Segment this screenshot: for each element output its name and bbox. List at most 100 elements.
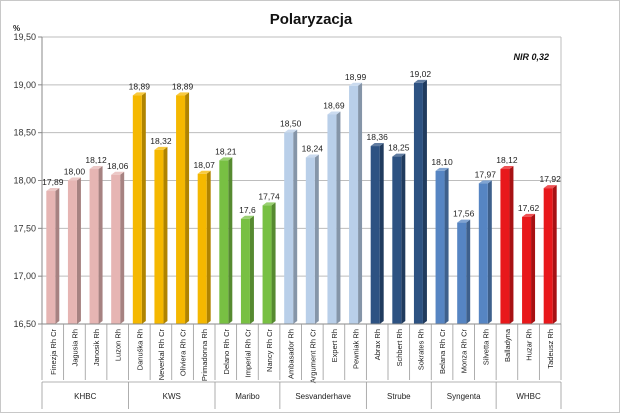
bar-side: [358, 82, 363, 324]
data-label: 18,36: [367, 132, 389, 142]
bar-front: [197, 173, 207, 324]
bar-side: [487, 180, 492, 324]
bar-side: [314, 154, 319, 324]
bar-side: [55, 188, 60, 324]
bar-front: [543, 188, 553, 324]
bar: [176, 92, 190, 325]
bar: [457, 219, 471, 324]
bar-top: [46, 188, 60, 192]
bar-top: [457, 219, 471, 223]
bar: [197, 170, 211, 324]
bar-side: [120, 171, 125, 324]
bar-front: [240, 218, 250, 324]
bar-top: [327, 111, 341, 115]
bar-side: [163, 146, 168, 324]
bar-side: [466, 219, 471, 324]
x-tick-label: Abrax Rh: [373, 329, 382, 360]
bar: [132, 92, 146, 325]
bar: [413, 79, 427, 324]
bar-front: [478, 183, 488, 324]
x-tick-label: Tadeusz Rh: [546, 329, 555, 369]
y-tick-label: 18,50: [13, 128, 36, 138]
bar-front: [284, 132, 294, 324]
data-label: 18,25: [388, 143, 410, 153]
bar: [500, 166, 514, 324]
bar: [240, 215, 254, 324]
x-tick-label: Oliviera Rh Cr: [179, 329, 188, 377]
data-label: 19,02: [410, 69, 432, 79]
y-axis: 16,50 17,00 17,50 18,00 18,50 19,00 19,50: [13, 32, 43, 329]
bar-front: [435, 170, 445, 324]
x-tick-label: Schbert Rh: [395, 329, 404, 367]
data-label: 18,50: [280, 119, 302, 129]
bar-front: [392, 156, 402, 324]
bar-front: [262, 205, 272, 324]
bars: 17,8918,0018,1218,0618,8918,3218,8918,07…: [42, 69, 562, 325]
bar-front: [349, 85, 359, 324]
bar-top: [197, 170, 211, 174]
x-tick-label: Belana Rh Cr: [438, 329, 447, 375]
bar-front: [413, 82, 423, 324]
x-tick-label: Balladyna: [503, 328, 512, 362]
bar-side: [98, 166, 103, 324]
bar-top: [89, 166, 103, 170]
y-tick-label: 18,00: [13, 176, 36, 186]
bar: [284, 129, 298, 324]
bar: [46, 188, 60, 324]
bar: [478, 180, 492, 324]
y-unit-label: %: [13, 24, 20, 33]
data-label: 17,89: [42, 177, 64, 187]
x-tick-label: Primadonna Rh: [200, 329, 209, 381]
data-label: 18,89: [172, 81, 194, 91]
bar-top: [370, 143, 384, 147]
bar-top: [262, 202, 276, 206]
group-label: Sesvanderhave: [295, 392, 351, 401]
x-tick-label: Silvetta Rh: [481, 329, 490, 365]
x-tick-label: Nancy Rh Cr: [265, 329, 274, 372]
data-label: 18,24: [302, 144, 324, 154]
data-label: 17,92: [540, 174, 562, 184]
bar-side: [293, 129, 298, 324]
data-label: 18,00: [64, 167, 86, 177]
x-tick-label: Ambasador Rh: [287, 329, 296, 379]
bar-side: [444, 167, 449, 324]
data-label: 18,99: [345, 72, 367, 82]
x-tick-label: Neverkal Rh Cr: [157, 329, 166, 381]
bar-side: [185, 92, 190, 325]
bar-side: [141, 92, 146, 325]
nir-annotation: NIR 0,32: [513, 52, 549, 62]
data-label: 18,21: [215, 146, 237, 156]
bar-top: [219, 157, 233, 161]
bar: [392, 153, 406, 324]
y-tick-label: 19,50: [13, 32, 36, 42]
bar-front: [219, 160, 229, 324]
group-label: Maribo: [235, 392, 260, 401]
group-label: KWS: [163, 392, 181, 401]
x-tick-label: Expert Rh: [330, 329, 339, 362]
data-label: 17,6: [239, 205, 256, 215]
data-label: 17,62: [518, 203, 540, 213]
bar: [327, 111, 341, 325]
data-label: 17,74: [258, 191, 280, 201]
group-label: KHBC: [74, 392, 96, 401]
bar-side: [531, 213, 536, 324]
bar: [111, 171, 125, 324]
bar-side: [228, 157, 233, 324]
group-label: Strube: [387, 392, 411, 401]
data-label: 18,12: [496, 155, 518, 165]
bar: [219, 157, 233, 324]
bar-top: [284, 129, 298, 133]
bar-front: [132, 95, 142, 325]
bar: [89, 166, 103, 324]
chart-title: Polaryzacja: [270, 11, 353, 28]
bar: [543, 185, 557, 324]
bar-top: [154, 146, 168, 150]
y-tick-label: 17,00: [13, 271, 36, 281]
y-tick-label: 19,00: [13, 80, 36, 90]
bar-top: [392, 153, 406, 157]
data-label: 18,07: [194, 160, 216, 170]
y-tick-label: 17,50: [13, 223, 36, 233]
data-label: 18,12: [85, 155, 107, 165]
x-tick-label: Danuśka Rh: [135, 329, 144, 370]
x-tick-label: Delano Rh Cr: [222, 328, 231, 374]
